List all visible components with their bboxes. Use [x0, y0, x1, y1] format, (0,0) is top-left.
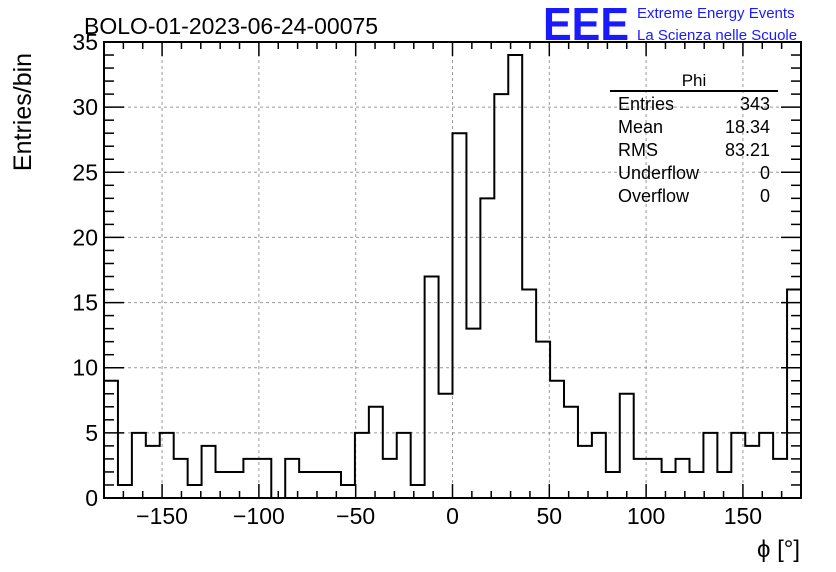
y-tick-label: 10	[72, 355, 98, 381]
stats-row-label: RMS	[618, 140, 658, 160]
histogram-outline	[103, 54, 802, 499]
stats-row-value: 0	[760, 186, 770, 206]
stats-row-label: Mean	[618, 117, 663, 137]
y-tick-label: 25	[72, 159, 98, 185]
x-tick-label: −150	[136, 503, 188, 529]
x-tick-label: 50	[537, 503, 563, 529]
x-tick-label: −100	[233, 503, 285, 529]
y-tick-label: 30	[72, 94, 98, 120]
stats-title: Phi	[682, 71, 707, 90]
stats-row-value: 18.34	[725, 117, 770, 137]
stats-row-value: 0	[760, 163, 770, 183]
tick-labels: −150 −100 −50 0 50 100 150 0 5 10 15 20 25 30 35	[72, 29, 762, 529]
stats-row-label: Underflow	[618, 163, 700, 183]
stats-row-value: 83.21	[725, 140, 770, 160]
x-tick-label: −50	[336, 503, 375, 529]
stats-row-label: Entries	[618, 94, 674, 114]
y-axis-label: Entries/bin	[9, 53, 37, 171]
stats-box: Phi Entries 343 Mean 18.34 RMS 83.21 Underflow…	[610, 71, 778, 206]
y-tick-label: 0	[85, 485, 98, 511]
logo-mark: EEE	[543, 0, 629, 50]
y-tick-label: 5	[85, 420, 98, 446]
y-tick-label: 15	[72, 290, 98, 316]
x-tick-label: 0	[446, 503, 459, 529]
x-tick-label: 100	[627, 503, 665, 529]
stats-row-label: Overflow	[618, 186, 690, 206]
stats-row-value: 343	[740, 94, 770, 114]
x-tick-label: 150	[724, 503, 762, 529]
chart-title: BOLO-01-2023-06-24-00075	[84, 13, 378, 39]
logo-line1: Extreme Energy Events	[637, 5, 795, 22]
axis-ticks	[103, 41, 802, 499]
x-axis-label: ϕ [°]	[757, 536, 800, 563]
y-tick-label: 20	[72, 224, 98, 250]
y-tick-label: 35	[72, 29, 98, 55]
logo-line2: La Scienza nelle Scuole	[637, 27, 797, 44]
